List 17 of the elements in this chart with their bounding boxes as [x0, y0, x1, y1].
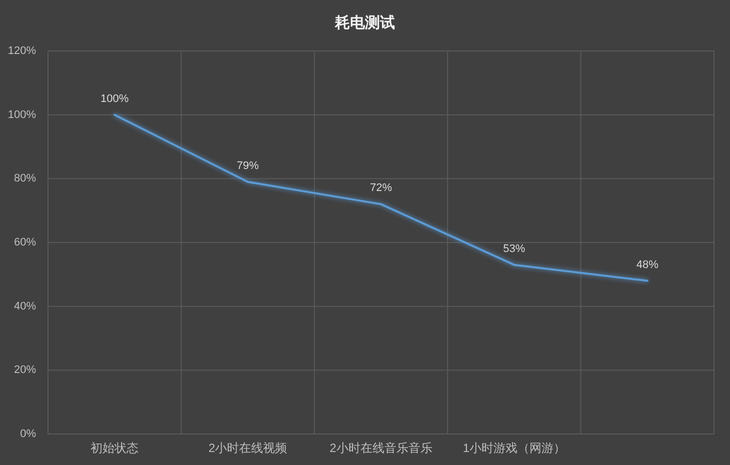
y-tick-label: 100% [8, 108, 36, 121]
data-label: 72% [370, 182, 392, 194]
x-tick-label: 初始状态 [90, 441, 139, 455]
y-tick-label: 60% [14, 236, 36, 248]
y-tick-label: 0% [20, 428, 36, 440]
data-label: 53% [503, 242, 526, 255]
title: 耗电测试 [335, 14, 395, 32]
data-label: 100% [100, 92, 129, 105]
x-tick-label: 2小时在线音乐音乐 [330, 441, 432, 455]
y-tick-label: 20% [14, 364, 36, 376]
y-tick-label: 80% [14, 172, 36, 185]
data-label: 79% [236, 160, 259, 172]
y-tick-label: 120% [8, 45, 36, 57]
x-tick-label: 1小时游戏（网游） [462, 441, 566, 455]
data-label: 48% [636, 258, 658, 271]
x-tick-label: 2小时在线视频 [208, 441, 288, 455]
y-tick-label: 40% [14, 300, 36, 312]
